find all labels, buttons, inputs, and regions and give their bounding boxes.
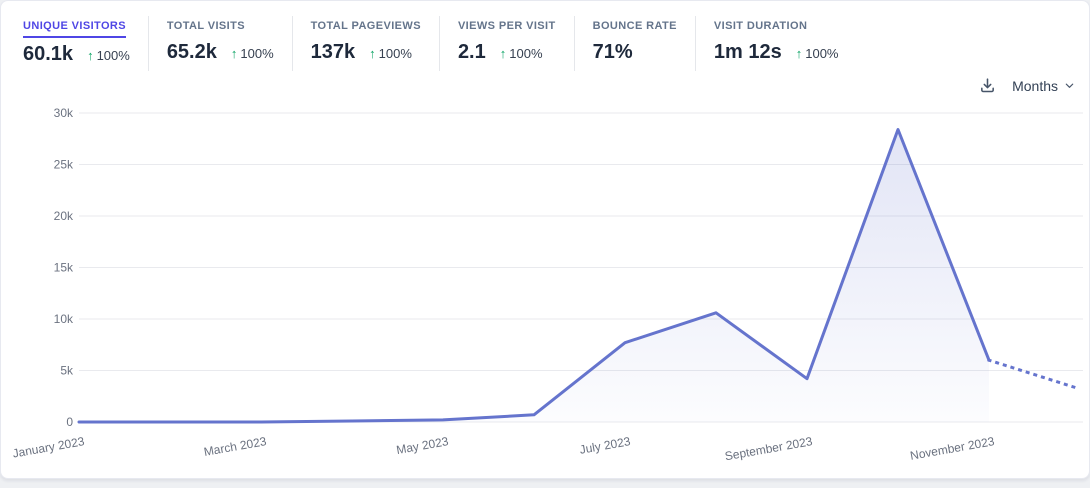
x-axis-tick: July 2023	[578, 434, 631, 457]
up-arrow-icon: ↑	[369, 46, 376, 61]
y-axis-tick: 15k	[54, 261, 74, 275]
stat-tile-unique-visitors[interactable]: UNIQUE VISITORS 60.1k ↑ 100%	[23, 16, 148, 71]
stat-change: ↑ 100%	[369, 46, 412, 61]
y-axis-tick: 30k	[54, 106, 74, 120]
chart-area	[79, 129, 989, 422]
stat-label: VISIT DURATION	[713, 20, 808, 32]
stat-change: ↑ 100%	[87, 48, 130, 63]
stat-value: 65.2k	[166, 41, 217, 63]
download-icon	[981, 78, 995, 93]
stat-change-value: 100%	[509, 46, 543, 61]
interval-label: Months	[1012, 77, 1058, 94]
y-axis-tick: 20k	[54, 209, 74, 223]
stat-value: 71%	[592, 41, 633, 63]
visitors-chart[interactable]: 30k 25k 20k 15k 10k 5k 0 January 2023 March 2023…	[1, 71, 1090, 479]
stat-label: VIEWS PER VISIT	[457, 20, 556, 32]
download-button[interactable]	[977, 75, 998, 96]
up-arrow-icon: ↑	[87, 48, 94, 63]
stat-change: ↑ 100%	[231, 46, 274, 61]
stat-change: ↑ 100%	[796, 46, 839, 61]
stats-header: UNIQUE VISITORS 60.1k ↑ 100% TOTAL VISITS…	[1, 1, 1089, 71]
stat-tile-views-per-visit[interactable]: VIEWS PER VISIT 2.1 ↑ 100%	[438, 16, 574, 71]
stat-label: TOTAL PAGEVIEWS	[310, 20, 421, 32]
y-axis-tick: 25k	[54, 158, 74, 172]
up-arrow-icon: ↑	[230, 46, 238, 61]
stat-tile-visit-duration[interactable]: VISIT DURATION 1m 12s ↑ 100%	[694, 16, 857, 71]
y-axis-tick: 5k	[60, 364, 74, 378]
x-axis-tick: January 2023	[11, 434, 85, 460]
stat-value: 137k	[310, 41, 356, 63]
x-axis-tick: September 2023	[724, 434, 814, 463]
chevron-down-icon	[1065, 83, 1074, 88]
stat-change: ↑ 100%	[500, 46, 543, 61]
up-arrow-icon: ↑	[795, 46, 803, 61]
stat-value: 60.1k	[23, 43, 74, 65]
stat-change-value: 100%	[805, 46, 839, 61]
chart-projection-line	[987, 358, 1082, 391]
stat-value: 2.1	[457, 41, 486, 63]
stat-tile-total-pageviews[interactable]: TOTAL PAGEVIEWS 137k ↑ 100%	[291, 16, 439, 71]
stat-change-value: 100%	[240, 46, 274, 61]
stat-label: BOUNCE RATE	[592, 20, 677, 32]
x-axis-tick: November 2023	[909, 434, 996, 463]
stat-label: UNIQUE VISITORS	[23, 20, 126, 38]
chart-controls: Months	[977, 75, 1075, 96]
stat-label: TOTAL VISITS	[166, 20, 245, 32]
stat-tile-bounce-rate[interactable]: BOUNCE RATE 71%	[573, 16, 695, 71]
stat-change-value: 100%	[96, 48, 130, 63]
y-axis-tick: 0	[66, 415, 73, 429]
x-axis-tick: May 2023	[395, 434, 450, 457]
stat-tile-total-visits[interactable]: TOTAL VISITS 65.2k ↑ 100%	[147, 16, 292, 71]
y-axis-tick: 10k	[54, 312, 74, 326]
stat-value: 1m 12s	[713, 41, 782, 63]
chart-line	[77, 128, 991, 424]
x-axis-tick: March 2023	[203, 434, 268, 459]
up-arrow-icon: ↑	[499, 46, 507, 61]
chart-section: Months 30k 25k 20k 15k 10k 5k 0 January 2023 Mar…	[1, 71, 1090, 479]
stat-change-value: 100%	[378, 46, 412, 61]
interval-dropdown[interactable]: Months	[1012, 78, 1075, 94]
